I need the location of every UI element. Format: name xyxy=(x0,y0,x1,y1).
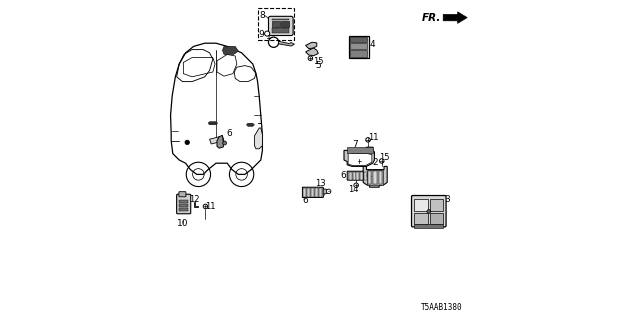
Bar xyxy=(311,188,314,197)
Text: 2: 2 xyxy=(372,158,378,167)
Circle shape xyxy=(265,31,270,36)
Bar xyxy=(315,188,317,197)
FancyBboxPatch shape xyxy=(177,194,191,214)
Text: 15: 15 xyxy=(379,153,390,162)
Bar xyxy=(351,50,367,57)
Bar xyxy=(379,171,382,184)
FancyBboxPatch shape xyxy=(412,196,446,227)
Text: 11: 11 xyxy=(205,202,216,211)
Circle shape xyxy=(308,56,312,60)
Text: 4: 4 xyxy=(370,40,376,49)
Bar xyxy=(179,208,188,211)
Bar xyxy=(349,36,369,58)
Bar xyxy=(367,170,383,185)
Text: 13: 13 xyxy=(315,179,325,188)
Polygon shape xyxy=(347,171,369,180)
Text: 15: 15 xyxy=(313,57,324,66)
Bar xyxy=(258,8,294,40)
FancyBboxPatch shape xyxy=(269,16,293,36)
Circle shape xyxy=(223,141,227,145)
Circle shape xyxy=(357,159,362,163)
Bar xyxy=(272,28,289,33)
Polygon shape xyxy=(302,187,324,197)
Polygon shape xyxy=(344,147,374,166)
Bar xyxy=(364,172,367,180)
Text: 11: 11 xyxy=(368,133,379,142)
Bar xyxy=(272,19,289,20)
Circle shape xyxy=(204,204,207,209)
Text: 5: 5 xyxy=(316,61,321,70)
Bar xyxy=(374,171,376,184)
Text: 6: 6 xyxy=(226,129,232,138)
Circle shape xyxy=(185,140,189,145)
Bar xyxy=(179,200,188,203)
Text: 8: 8 xyxy=(259,11,264,20)
Polygon shape xyxy=(194,202,198,207)
Polygon shape xyxy=(306,48,319,56)
Text: 7: 7 xyxy=(353,140,358,148)
Polygon shape xyxy=(348,153,372,165)
Polygon shape xyxy=(364,166,387,187)
Bar xyxy=(349,172,352,180)
Bar xyxy=(415,224,443,228)
Bar xyxy=(351,43,367,49)
Text: T5AAB1380: T5AAB1380 xyxy=(420,303,463,312)
Polygon shape xyxy=(306,42,317,49)
Bar xyxy=(179,204,188,207)
Bar xyxy=(368,171,371,184)
Bar xyxy=(360,172,364,180)
Polygon shape xyxy=(223,46,239,54)
Polygon shape xyxy=(443,12,467,23)
Bar xyxy=(303,188,307,197)
Bar xyxy=(430,199,444,211)
FancyBboxPatch shape xyxy=(179,192,186,197)
Text: 10: 10 xyxy=(177,220,189,228)
Bar xyxy=(307,188,310,197)
Text: 6: 6 xyxy=(303,196,308,205)
Bar xyxy=(319,188,322,197)
Text: 6: 6 xyxy=(340,171,346,180)
Bar xyxy=(415,213,428,224)
Text: 3: 3 xyxy=(445,196,450,204)
Circle shape xyxy=(380,159,384,163)
Circle shape xyxy=(354,183,358,188)
Polygon shape xyxy=(208,122,218,125)
Polygon shape xyxy=(254,128,262,149)
Bar xyxy=(356,172,360,180)
Text: 1: 1 xyxy=(266,32,271,41)
Circle shape xyxy=(427,210,431,213)
Polygon shape xyxy=(217,135,223,148)
Polygon shape xyxy=(323,189,330,194)
Bar xyxy=(353,172,356,180)
Text: 14: 14 xyxy=(348,185,358,194)
Polygon shape xyxy=(210,136,224,144)
Circle shape xyxy=(366,138,370,142)
Bar xyxy=(415,199,428,211)
Polygon shape xyxy=(246,123,254,126)
Text: FR.: FR. xyxy=(422,12,442,23)
Bar xyxy=(351,37,367,42)
Text: 12: 12 xyxy=(189,195,200,204)
Circle shape xyxy=(367,173,372,178)
Bar xyxy=(272,21,280,27)
Circle shape xyxy=(326,189,331,194)
Text: 15: 15 xyxy=(351,153,362,162)
Text: 9: 9 xyxy=(259,30,264,39)
Bar xyxy=(281,21,289,27)
Bar xyxy=(430,213,444,224)
Bar xyxy=(347,147,372,153)
Polygon shape xyxy=(278,41,294,46)
